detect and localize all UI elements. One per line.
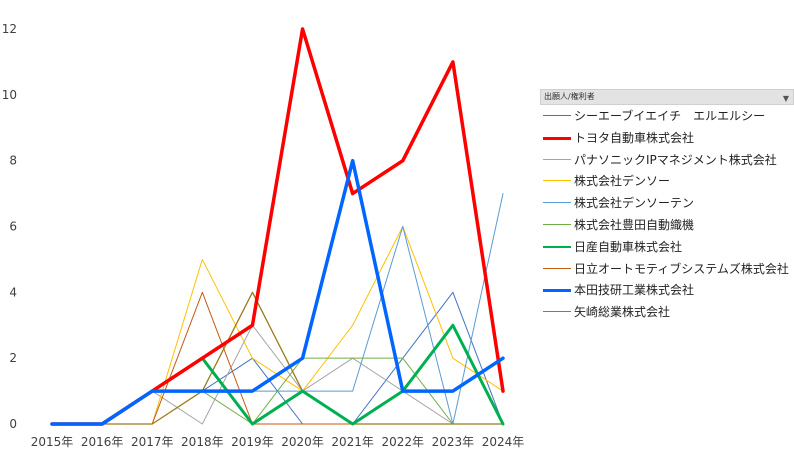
x-tick-label: 2018年 <box>181 435 224 449</box>
y-tick-label: 12 <box>2 22 17 36</box>
series-line-1 <box>50 27 505 426</box>
legend-swatch <box>543 311 571 313</box>
legend-item[interactable]: 矢崎総業株式会社 <box>540 301 794 323</box>
legend-swatch <box>543 223 571 225</box>
y-tick-label: 2 <box>9 351 17 365</box>
legend-swatch <box>543 158 571 160</box>
legend-label: 日立オートモティブシステムズ株式会社 <box>574 261 789 276</box>
legend-label: 株式会社豊田自動織機 <box>574 217 695 232</box>
legend-item[interactable]: 株式会社デンソーテン <box>540 192 794 214</box>
legend-label: 矢崎総業株式会社 <box>574 305 671 320</box>
series-line-8 <box>50 158 505 426</box>
legend-label: 株式会社デンソー <box>574 174 671 189</box>
legend-header-label: 出願人/権利者 <box>544 92 595 101</box>
legend-label: 本田技研工業株式会社 <box>574 283 695 298</box>
legend-header[interactable]: 出願人/権利者 ▼ <box>540 89 794 105</box>
x-tick-label: 2015年 <box>31 435 74 449</box>
legend-item[interactable]: 株式会社デンソー <box>540 170 794 192</box>
legend-swatch <box>543 136 571 140</box>
x-tick-label: 2022年 <box>382 435 425 449</box>
y-tick-label: 6 <box>9 220 17 234</box>
legend-swatch <box>543 245 571 248</box>
legend-label: トヨタ自動車株式会社 <box>574 130 695 145</box>
legend-swatch <box>543 202 571 204</box>
x-tick-label: 2021年 <box>331 435 374 449</box>
legend-item[interactable]: シーエーブイエイチ エルエルシー <box>540 105 794 127</box>
x-tick-label: 2017年 <box>131 435 174 449</box>
x-tick-label: 2016年 <box>81 435 124 449</box>
y-tick-label: 8 <box>9 154 17 168</box>
series-line-9 <box>51 291 504 425</box>
legend-swatch <box>543 180 571 182</box>
y-tick-label: 10 <box>2 88 17 102</box>
x-tick-label: 2023年 <box>432 435 475 449</box>
x-tick-label: 2019年 <box>231 435 274 449</box>
series-line-3 <box>51 226 504 425</box>
legend-swatch <box>543 289 571 293</box>
legend-item[interactable]: 日産自動車株式会社 <box>540 236 794 258</box>
legend-item[interactable]: トヨタ自動車株式会社 <box>540 127 794 149</box>
legend-swatch <box>543 267 571 269</box>
y-tick-label: 0 <box>9 417 17 431</box>
legend-item[interactable]: 本田技研工業株式会社 <box>540 279 794 301</box>
x-tick-label: 2020年 <box>281 435 324 449</box>
filter-icon[interactable]: ▼ <box>782 94 789 103</box>
legend-label: パナソニックIPマネジメント株式会社 <box>574 152 777 167</box>
legend-label: 株式会社デンソーテン <box>574 196 695 211</box>
legend-label: シーエーブイエイチ エルエルシー <box>574 109 766 123</box>
legend-item[interactable]: 株式会社豊田自動織機 <box>540 214 794 236</box>
legend-item[interactable]: パナソニックIPマネジメント株式会社 <box>540 149 794 171</box>
chart-legend: 出願人/権利者 ▼ シーエーブイエイチ エルエルシー トヨタ自動車株式会社パナソニ… <box>540 89 794 323</box>
y-tick-label: 4 <box>9 285 17 299</box>
legend-swatch <box>543 115 571 116</box>
legend-label: 日産自動車株式会社 <box>574 239 683 254</box>
legend-item[interactable]: 日立オートモティブシステムズ株式会社 <box>540 258 794 280</box>
x-tick-label: 2024年 <box>482 435 525 449</box>
